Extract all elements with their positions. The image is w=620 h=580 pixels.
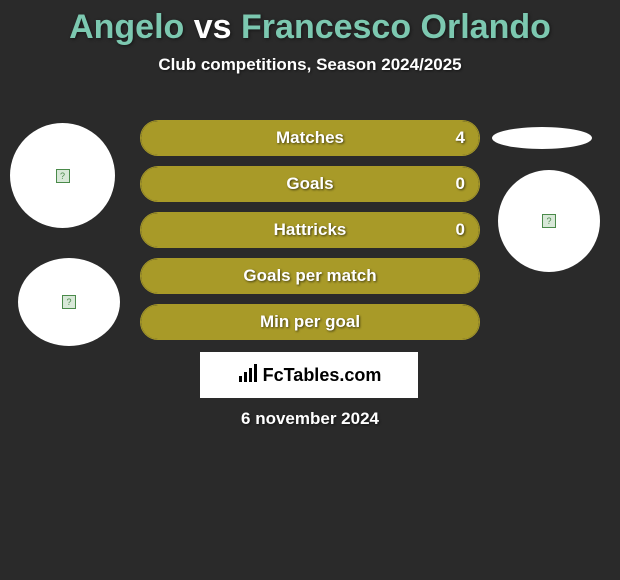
stat-value: 4 (456, 128, 465, 148)
player-avatar-right: ? (498, 170, 600, 272)
stat-row-matches: Matches 4 (140, 120, 480, 156)
image-placeholder-icon: ? (62, 295, 76, 309)
stat-label: Goals (286, 174, 333, 194)
vs-text: vs (184, 8, 241, 46)
watermark-text: FcTables.com (263, 365, 382, 386)
stat-label: Matches (276, 128, 344, 148)
subtitle: Club competitions, Season 2024/2025 (0, 55, 620, 75)
image-placeholder-icon: ? (56, 169, 70, 183)
watermark: FcTables.com (200, 352, 418, 398)
stat-row-goals: Goals 0 (140, 166, 480, 202)
stat-row-min-per-goal: Min per goal (140, 304, 480, 340)
player1-name: Angelo (69, 8, 184, 46)
date-label: 6 november 2024 (241, 409, 379, 429)
player2-name: Francesco Orlando (241, 8, 551, 46)
watermark-logo-icon (237, 364, 259, 387)
decorative-ellipse-right (492, 127, 592, 149)
stat-label: Hattricks (274, 220, 347, 240)
stat-label: Goals per match (243, 266, 376, 286)
stat-value: 0 (456, 220, 465, 240)
stat-label: Min per goal (260, 312, 360, 332)
stat-value: 0 (456, 174, 465, 194)
page-title: Angelo vs Francesco Orlando (0, 0, 620, 47)
stats-container: Matches 4 Goals 0 Hattricks 0 Goals per … (140, 120, 480, 350)
image-placeholder-icon: ? (542, 214, 556, 228)
stat-row-hattricks: Hattricks 0 (140, 212, 480, 248)
player-avatar-left-2: ? (18, 258, 120, 346)
player-avatar-left-1: ? (10, 123, 115, 228)
stat-row-goals-per-match: Goals per match (140, 258, 480, 294)
